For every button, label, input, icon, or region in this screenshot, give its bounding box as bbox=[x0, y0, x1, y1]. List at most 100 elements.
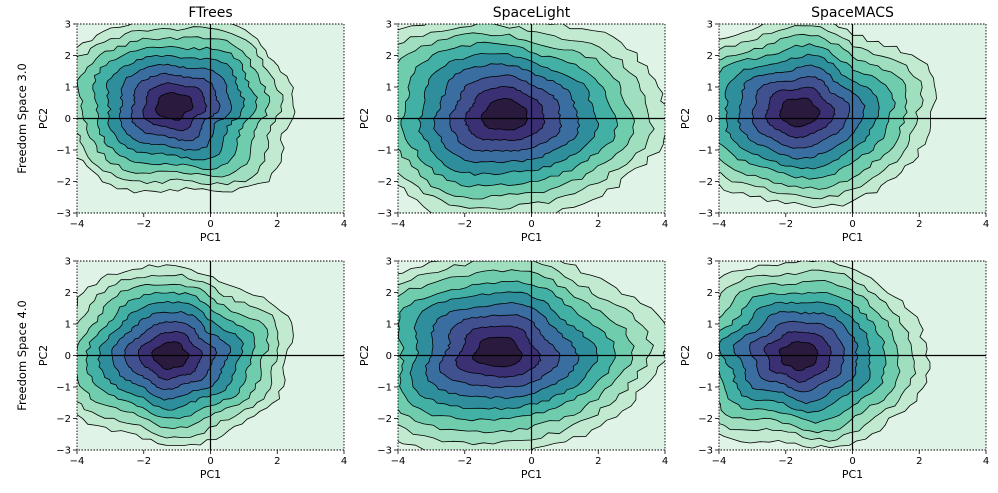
x-tick-label: 0 bbox=[207, 456, 213, 467]
y-tick-label: 3 bbox=[65, 257, 71, 268]
y-tick-label: −1 bbox=[56, 383, 71, 394]
y-tick-label: 3 bbox=[65, 20, 71, 31]
x-tick-label: −4 bbox=[70, 219, 85, 230]
y-tick-label: 1 bbox=[65, 83, 71, 94]
x-tick-label: −4 bbox=[712, 456, 727, 467]
y-tick-label: −2 bbox=[56, 414, 71, 425]
x-tick-label: 2 bbox=[595, 456, 601, 467]
y-tick-label: 3 bbox=[386, 257, 392, 268]
x-tick-label: −2 bbox=[136, 456, 151, 467]
y-tick-label: 3 bbox=[707, 20, 713, 31]
x-tick-label: −2 bbox=[136, 219, 151, 230]
y-tick-label: −1 bbox=[56, 146, 71, 157]
contour-panel: −4 −2 0 2 4 −3 −2 −1 0 1 2 3 PC1 PC2 bbox=[37, 20, 347, 245]
x-tick-label: 0 bbox=[207, 219, 213, 230]
x-tick-label: 2 bbox=[595, 219, 601, 230]
density-contour bbox=[154, 92, 194, 121]
x-axis-label: PC1 bbox=[521, 468, 542, 481]
x-tick-label: −2 bbox=[457, 456, 472, 467]
column-title: SpaceMACS bbox=[811, 5, 894, 21]
y-tick-label: −3 bbox=[377, 446, 392, 457]
y-tick-label: −2 bbox=[56, 177, 71, 188]
x-axis-label: PC1 bbox=[200, 231, 221, 244]
y-tick-label: −3 bbox=[377, 209, 392, 220]
density-contour bbox=[778, 97, 821, 128]
x-axis-label: PC1 bbox=[842, 231, 863, 244]
x-tick-label: 0 bbox=[528, 456, 534, 467]
row-label: Freedom Space 3.0 bbox=[15, 63, 29, 174]
y-tick-label: −3 bbox=[56, 209, 71, 220]
y-tick-label: 0 bbox=[386, 351, 392, 362]
x-tick-label: 0 bbox=[849, 219, 855, 230]
x-tick-label: 4 bbox=[662, 219, 668, 230]
y-tick-label: 2 bbox=[386, 51, 392, 62]
y-tick-label: 0 bbox=[386, 114, 392, 125]
y-axis-label: PC2 bbox=[358, 345, 371, 366]
column-title: FTrees bbox=[188, 5, 232, 21]
density-contour bbox=[471, 336, 523, 368]
x-tick-label: −4 bbox=[70, 456, 85, 467]
contour-panel: −4 −2 0 2 4 −3 −2 −1 0 1 2 3 PC1 PC2 bbox=[358, 257, 668, 482]
y-tick-label: 0 bbox=[707, 114, 713, 125]
y-tick-label: 1 bbox=[386, 83, 392, 94]
y-tick-label: 0 bbox=[65, 351, 71, 362]
y-tick-label: −2 bbox=[698, 414, 713, 425]
contour-panel: −4 −2 0 2 4 −3 −2 −1 0 1 2 3 PC1 PC2 bbox=[37, 257, 347, 482]
y-axis-label: PC2 bbox=[358, 108, 371, 129]
y-tick-label: −3 bbox=[698, 209, 713, 220]
y-tick-label: −1 bbox=[377, 146, 392, 157]
y-tick-label: 1 bbox=[707, 320, 713, 331]
y-tick-label: 3 bbox=[707, 257, 713, 268]
x-axis-label: PC1 bbox=[200, 468, 221, 481]
x-tick-label: −4 bbox=[391, 219, 406, 230]
x-tick-label: 0 bbox=[849, 456, 855, 467]
x-tick-label: −4 bbox=[391, 456, 406, 467]
y-tick-label: −2 bbox=[377, 177, 392, 188]
x-axis-label: PC1 bbox=[842, 468, 863, 481]
y-tick-label: −1 bbox=[698, 146, 713, 157]
row-label: Freedom Space 4.0 bbox=[15, 300, 29, 411]
y-tick-label: 2 bbox=[386, 288, 392, 299]
y-tick-label: 1 bbox=[386, 320, 392, 331]
x-tick-label: 4 bbox=[983, 456, 989, 467]
y-tick-label: 2 bbox=[707, 51, 713, 62]
y-tick-label: 0 bbox=[65, 114, 71, 125]
y-tick-label: 0 bbox=[707, 351, 713, 362]
y-tick-label: 2 bbox=[707, 288, 713, 299]
x-tick-label: 2 bbox=[274, 456, 280, 467]
x-tick-label: −2 bbox=[778, 219, 793, 230]
x-tick-label: 0 bbox=[528, 219, 534, 230]
x-tick-label: −4 bbox=[712, 219, 727, 230]
y-tick-label: 3 bbox=[386, 20, 392, 31]
y-axis-label: PC2 bbox=[679, 108, 692, 129]
density-contour bbox=[480, 98, 529, 131]
y-tick-label: −3 bbox=[698, 446, 713, 457]
contour-panel: −4 −2 0 2 4 −3 −2 −1 0 1 2 3 PC1 PC2 bbox=[358, 20, 668, 245]
y-axis-label: PC2 bbox=[37, 345, 50, 366]
x-tick-label: 4 bbox=[662, 456, 668, 467]
y-tick-label: −3 bbox=[56, 446, 71, 457]
contour-panel: −4 −2 0 2 4 −3 −2 −1 0 1 2 3 PC1 PC2 bbox=[679, 20, 989, 245]
x-tick-label: −2 bbox=[457, 219, 472, 230]
x-tick-label: 4 bbox=[341, 219, 347, 230]
x-tick-label: 2 bbox=[274, 219, 280, 230]
y-tick-label: −1 bbox=[377, 383, 392, 394]
x-axis-label: PC1 bbox=[521, 231, 542, 244]
y-axis-label: PC2 bbox=[679, 345, 692, 366]
x-tick-label: 2 bbox=[916, 219, 922, 230]
y-tick-label: −2 bbox=[377, 414, 392, 425]
y-axis-label: PC2 bbox=[37, 108, 50, 129]
y-tick-label: −2 bbox=[698, 177, 713, 188]
y-tick-label: 2 bbox=[65, 288, 71, 299]
y-tick-label: 1 bbox=[65, 320, 71, 331]
column-title: SpaceLight bbox=[493, 5, 571, 21]
y-tick-label: 1 bbox=[707, 83, 713, 94]
y-tick-label: 2 bbox=[65, 51, 71, 62]
x-tick-label: 4 bbox=[341, 456, 347, 467]
y-tick-label: −1 bbox=[698, 383, 713, 394]
x-tick-label: 4 bbox=[983, 219, 989, 230]
x-tick-label: 2 bbox=[916, 456, 922, 467]
contour-panel: −4 −2 0 2 4 −3 −2 −1 0 1 2 3 PC1 PC2 bbox=[679, 257, 989, 482]
x-tick-label: −2 bbox=[778, 456, 793, 467]
